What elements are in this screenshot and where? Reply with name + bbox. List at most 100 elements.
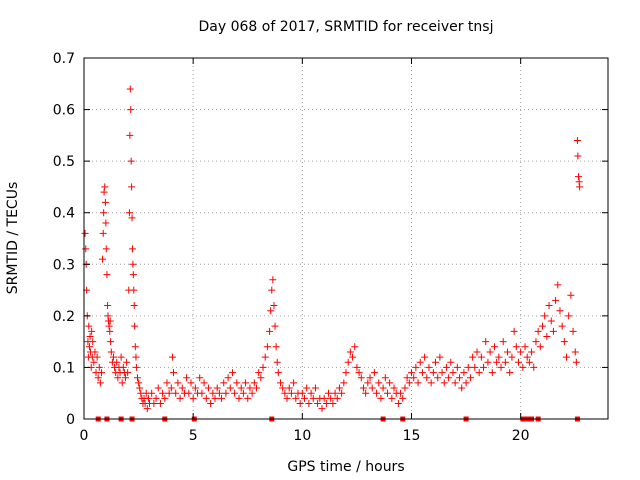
data-point	[129, 271, 137, 279]
data-point	[556, 307, 564, 315]
data-point	[373, 389, 381, 397]
data-point	[267, 307, 275, 315]
y-tick-label: 0.2	[53, 309, 75, 325]
data-point	[575, 173, 583, 181]
data-point	[327, 394, 335, 402]
data-point	[269, 276, 277, 284]
data-point	[440, 379, 448, 387]
data-point	[296, 400, 304, 408]
data-point	[475, 369, 483, 377]
x-tick-label: 0	[80, 428, 89, 444]
data-point	[558, 322, 566, 330]
data-point	[508, 353, 516, 361]
y-tick-label: 0.7	[53, 51, 75, 67]
data-point	[480, 363, 488, 371]
data-point	[390, 384, 398, 392]
data-point	[305, 400, 313, 408]
data-point	[346, 348, 354, 356]
data-point	[273, 358, 281, 366]
data-point	[353, 363, 361, 371]
x-tick-label: 15	[403, 428, 421, 444]
data-point	[495, 353, 503, 361]
data-point	[342, 369, 350, 377]
plot-frame	[83, 57, 609, 420]
data-point	[96, 379, 104, 387]
data-point	[412, 363, 420, 371]
data-point	[133, 374, 141, 382]
data-point	[131, 322, 139, 330]
data-point	[82, 245, 90, 253]
data-point	[388, 394, 396, 402]
data-point	[314, 400, 322, 408]
data-point	[366, 374, 374, 382]
data-point	[576, 183, 584, 191]
data-point	[95, 363, 103, 371]
data-point	[200, 379, 208, 387]
data-point	[427, 379, 435, 387]
data-point	[560, 338, 568, 346]
data-point	[183, 374, 191, 382]
data-point	[81, 229, 89, 237]
data-point	[191, 384, 199, 392]
data-point	[287, 389, 295, 397]
x-tick-label: 20	[512, 428, 530, 444]
data-point	[466, 374, 474, 382]
data-point	[165, 389, 173, 397]
data-point	[239, 389, 247, 397]
data-point	[506, 369, 514, 377]
data-point	[357, 374, 365, 382]
data-point	[488, 369, 496, 377]
data-point	[266, 327, 274, 335]
data-point	[456, 374, 464, 382]
data-point	[144, 394, 152, 402]
data-point	[93, 353, 101, 361]
data-point	[543, 332, 551, 340]
data-point	[453, 363, 461, 371]
y-tick-label: 0.6	[53, 103, 75, 119]
data-point	[244, 394, 252, 402]
data-point	[331, 389, 339, 397]
data-point	[410, 374, 418, 382]
data-point	[497, 363, 505, 371]
data-point	[105, 322, 113, 330]
data-point	[213, 384, 221, 392]
data-point	[178, 384, 186, 392]
data-point	[573, 137, 581, 145]
data-point	[86, 332, 94, 340]
data-point	[231, 389, 239, 397]
data-point	[434, 374, 442, 382]
data-point	[517, 348, 525, 356]
data-point	[129, 260, 137, 268]
data-point	[436, 353, 444, 361]
data-point	[220, 379, 228, 387]
data-point	[545, 302, 553, 310]
data-point	[569, 327, 577, 335]
data-point	[263, 343, 271, 351]
data-point	[154, 384, 162, 392]
data-point	[344, 358, 352, 366]
y-tick-label: 0.4	[53, 206, 75, 222]
data-point	[565, 312, 573, 320]
data-point	[94, 374, 102, 382]
data-point	[101, 183, 109, 191]
data-point	[438, 369, 446, 377]
data-point	[126, 85, 134, 93]
data-point	[124, 369, 132, 377]
data-point	[547, 317, 555, 325]
data-point	[530, 363, 538, 371]
data-point	[121, 374, 129, 382]
data-point	[99, 229, 107, 237]
data-point	[117, 353, 125, 361]
data-point	[215, 389, 223, 397]
data-point	[237, 384, 245, 392]
x-tick-label: 5	[189, 428, 198, 444]
data-point	[176, 394, 184, 402]
data-point	[161, 394, 169, 402]
data-point	[563, 353, 571, 361]
data-point	[235, 394, 243, 402]
data-point	[250, 379, 258, 387]
data-point	[126, 131, 134, 139]
data-point	[114, 374, 122, 382]
data-point	[290, 379, 298, 387]
